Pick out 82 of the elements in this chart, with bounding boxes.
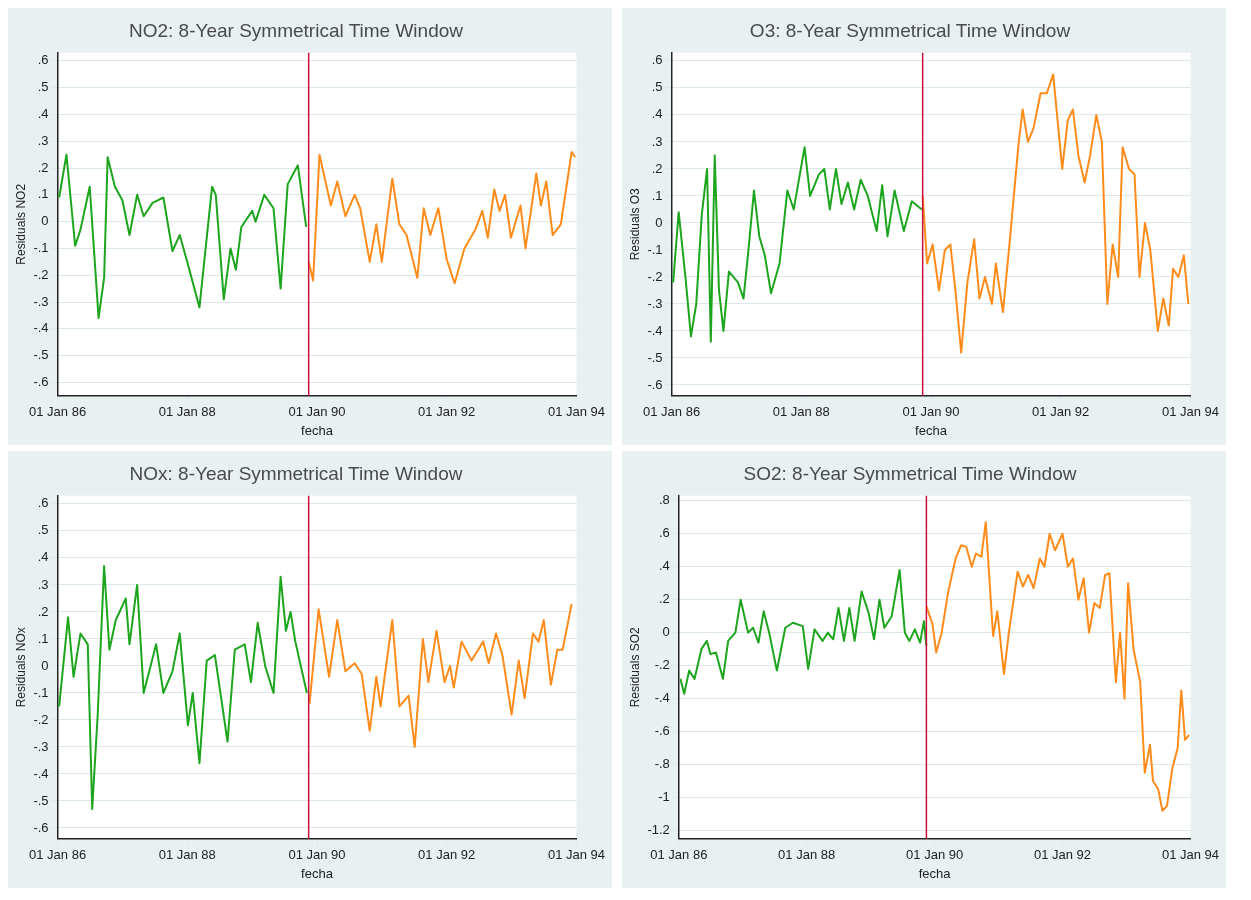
y-tick-label: -1 <box>658 789 670 805</box>
x-tick-label: 01 Jan 88 <box>778 847 836 863</box>
y-tick-label: -.3 <box>33 738 49 754</box>
x-tick-label: 01 Jan 92 <box>1033 847 1091 863</box>
x-tick-label: 01 Jan 86 <box>29 404 87 420</box>
y-tick-label: .5 <box>37 522 49 538</box>
y-tick-label: 0 <box>655 214 663 230</box>
y-tick-label: -.1 <box>33 240 49 255</box>
y-tick-label: .3 <box>37 132 49 148</box>
y-tick-label: .6 <box>651 52 663 68</box>
y-tick-label: -.5 <box>33 792 49 808</box>
x-tick-label: 01 Jan 90 <box>902 404 960 420</box>
chart-title: SO2: 8-Year Symmetrical Time Window <box>743 462 1077 484</box>
x-tick-label: 01 Jan 92 <box>418 404 476 420</box>
x-tick-label: 01 Jan 88 <box>158 404 216 420</box>
y-tick-label: -.4 <box>33 320 49 336</box>
y-axis-title: Residuals SO2 <box>627 626 642 708</box>
y-tick-label: 0 <box>41 213 49 229</box>
x-tick-label: 01 Jan 94 <box>547 404 605 420</box>
y-tick-label: 0 <box>41 657 49 673</box>
y-tick-label: -.6 <box>33 819 49 835</box>
y-tick-label: .3 <box>37 576 49 592</box>
x-axis-title: fecha <box>301 865 334 881</box>
y-tick-label: .4 <box>651 106 663 122</box>
y-tick-label: .2 <box>651 160 663 176</box>
y-tick-label: .4 <box>37 106 49 122</box>
y-tick-label: -.6 <box>654 723 670 739</box>
y-tick-label: -.2 <box>33 711 49 727</box>
y-tick-label: -.5 <box>33 347 49 363</box>
y-tick-label: -.6 <box>647 376 663 392</box>
y-tick-label: .4 <box>37 549 49 565</box>
y-axis-title: Residuals NO2 <box>13 183 28 265</box>
y-tick-label: .1 <box>651 187 663 203</box>
x-tick-label: 01 Jan 92 <box>1032 404 1090 420</box>
y-tick-label: .3 <box>651 133 663 149</box>
chart-title: O3: 8-Year Symmetrical Time Window <box>749 19 1071 41</box>
y-tick-label: .2 <box>37 603 49 619</box>
y-tick-label: .5 <box>37 79 49 95</box>
x-tick-label: 01 Jan 86 <box>29 847 87 863</box>
x-tick-label: 01 Jan 88 <box>158 847 216 863</box>
y-tick-label: .6 <box>658 525 670 541</box>
y-tick-label: .2 <box>37 159 49 175</box>
y-tick-label: -.2 <box>33 266 49 282</box>
y-tick-label: -.3 <box>647 295 663 311</box>
y-tick-label: -.4 <box>33 765 49 781</box>
x-tick-label: 01 Jan 90 <box>288 847 346 863</box>
chart-title: NO2: 8-Year Symmetrical Time Window <box>128 19 464 41</box>
y-axis-title: Residuals O3 <box>627 187 642 261</box>
y-tick-label: -.1 <box>33 684 49 700</box>
y-tick-label: .4 <box>658 558 670 574</box>
y-tick-label: 0 <box>662 624 670 640</box>
x-tick-label: 01 Jan 86 <box>643 404 701 420</box>
y-tick-label: .1 <box>37 630 49 646</box>
y-tick-label: -.5 <box>647 349 663 365</box>
x-tick-label: 01 Jan 88 <box>772 404 830 420</box>
y-tick-label: -.2 <box>647 268 663 284</box>
y-tick-label: -.4 <box>647 322 663 338</box>
x-axis-title: fecha <box>301 422 334 438</box>
x-tick-label: 01 Jan 92 <box>418 847 476 863</box>
y-tick-label: .1 <box>37 186 49 202</box>
chart-title: NOx: 8-Year Symmetrical Time Window <box>129 462 463 484</box>
y-tick-label: .5 <box>651 79 663 95</box>
x-tick-label: 01 Jan 94 <box>1161 404 1219 420</box>
y-tick-label: .8 <box>658 492 670 508</box>
x-tick-label: 01 Jan 86 <box>650 847 708 863</box>
y-tick-label: .2 <box>658 591 670 607</box>
y-axis-title: Residuals NOx <box>13 627 28 708</box>
y-tick-label: -1.2 <box>647 822 670 838</box>
y-tick-label: -.4 <box>654 690 670 706</box>
y-tick-label: .6 <box>37 52 49 68</box>
x-tick-label: 01 Jan 94 <box>1161 847 1219 863</box>
y-tick-label: -.1 <box>647 241 663 257</box>
y-tick-label: -.2 <box>654 657 670 673</box>
y-tick-label: -.6 <box>33 373 49 389</box>
y-tick-label: -.8 <box>654 756 670 772</box>
y-tick-label: .6 <box>37 495 49 511</box>
x-tick-label: 01 Jan 94 <box>547 847 605 863</box>
x-axis-title: fecha <box>918 865 952 881</box>
x-tick-label: 01 Jan 90 <box>906 847 964 863</box>
x-tick-label: 01 Jan 90 <box>288 404 346 420</box>
y-tick-label: -.3 <box>33 293 49 309</box>
x-axis-title: fecha <box>915 422 948 438</box>
